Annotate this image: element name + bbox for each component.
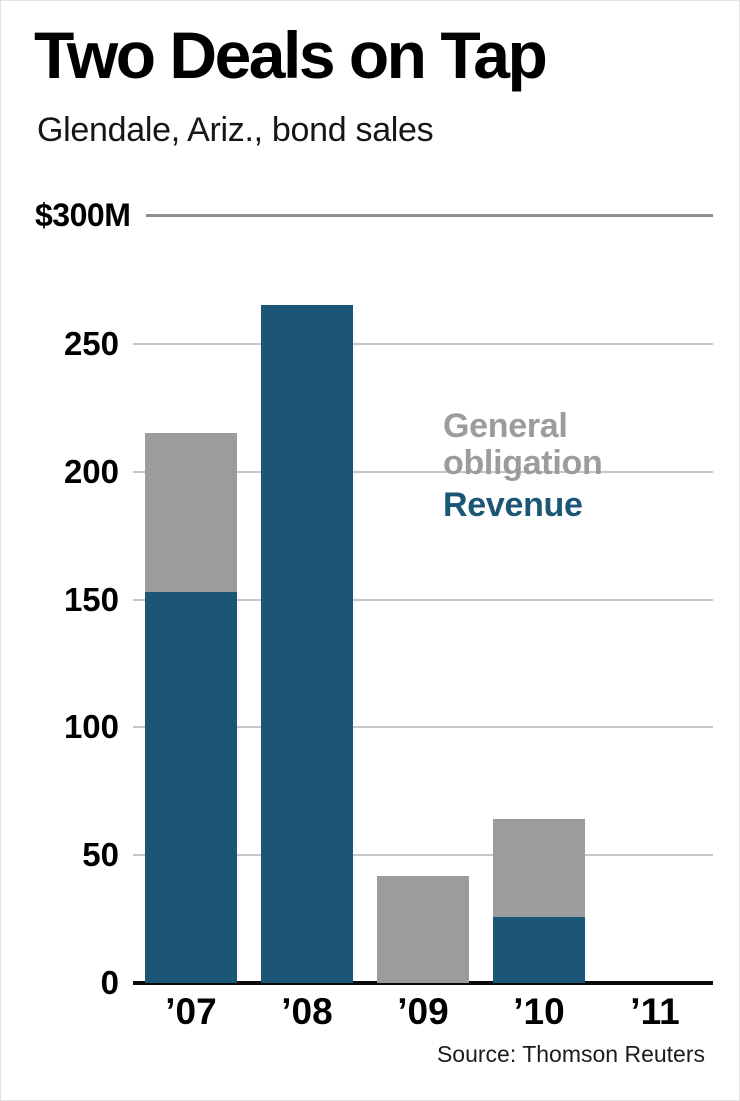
y-tick-label-200: 200 — [63, 452, 119, 490]
y-axis-top-label: $300M — [35, 196, 131, 233]
y-tick-label-150: 150 — [63, 580, 119, 618]
bar-07-general-obligation — [145, 433, 237, 592]
gridline-50 — [133, 854, 713, 857]
legend-label-revenue: Revenue — [443, 485, 583, 524]
gridline-150 — [133, 598, 713, 601]
gridline-200 — [133, 470, 713, 473]
chart-subtitle: Glendale, Ariz., bond sales — [37, 111, 434, 149]
bar-09-general-obligation — [377, 875, 469, 983]
plot-area: General obligation Revenue — [133, 216, 713, 985]
legend: General obligation Revenue — [443, 407, 658, 525]
chart-title: Two Deals on Tap — [34, 18, 548, 92]
y-axis-top-row: $300M — [35, 195, 713, 235]
y-tick-label-0: 0 — [100, 964, 119, 1001]
source-note: Source: Thomson Reuters — [436, 1041, 705, 1067]
gridline-250 — [133, 342, 713, 345]
x-tick-label-11: ’11 — [630, 991, 680, 1032]
x-tick-label-08: ’08 — [281, 991, 333, 1032]
x-axis-line — [133, 981, 713, 985]
bar-10-general-obligation — [493, 819, 585, 917]
y-tick-label-50: 50 — [82, 836, 119, 874]
x-axis-tick-labels: ’07 ’08 ’09 ’10 ’11 — [133, 991, 713, 1039]
bar-10-revenue — [493, 916, 585, 983]
y-tick-label-100: 100 — [63, 708, 119, 746]
bar-08-revenue — [261, 305, 353, 983]
gridline-100 — [133, 726, 713, 729]
y-tick-label-250: 250 — [63, 324, 119, 362]
x-tick-label-10: ’10 — [513, 991, 565, 1032]
x-tick-label-07: ’07 — [165, 991, 217, 1032]
top-gridline — [146, 213, 713, 217]
legend-label-general-obligation: General obligation — [443, 407, 603, 483]
y-axis-tick-labels: 0 50 100 150 200 250 — [1, 216, 119, 1001]
x-tick-label-09: ’09 — [397, 991, 449, 1032]
bar-07-revenue — [145, 591, 237, 983]
